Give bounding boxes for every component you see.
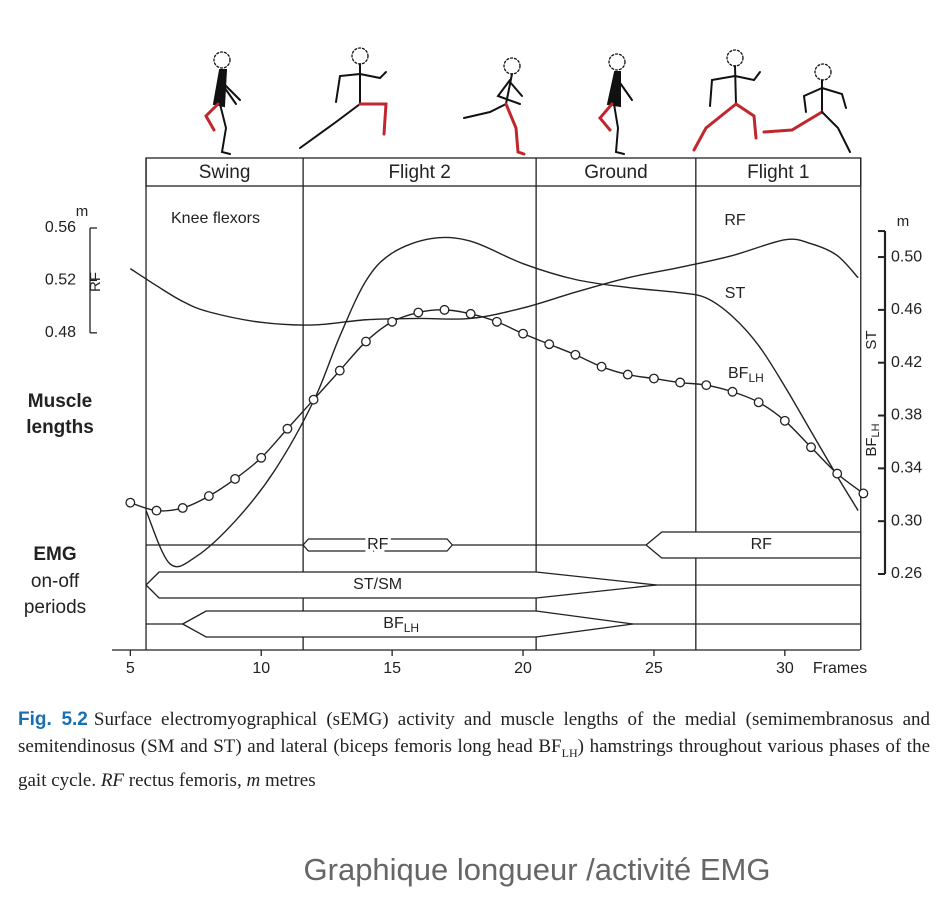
series-marker [308, 394, 319, 405]
series-marker [806, 442, 816, 453]
footer: Graphique longueur /activité EMG [303, 852, 771, 887]
series-marker [570, 349, 581, 360]
caption-italic: RF [100, 769, 125, 791]
emg-label-text: ST/SM [353, 576, 402, 593]
series-marker [361, 336, 371, 347]
emg-label-text: RF [751, 536, 773, 553]
section-label: EMG [33, 544, 76, 565]
series-marker [858, 488, 869, 499]
caption-text: ) hamstrings throughout various phases o… [18, 736, 930, 791]
y2-axis-label: ST [863, 330, 880, 349]
caption-text: rectus femoris, [124, 769, 247, 791]
y-tick-label: 0.48 [45, 324, 76, 341]
series-marker [832, 468, 843, 479]
series-marker [622, 369, 633, 380]
x-tick-label: 30 [776, 660, 794, 677]
emg-period [182, 610, 634, 638]
annotation: Knee flexors [171, 210, 260, 227]
series-line [130, 309, 864, 512]
series-marker [779, 415, 790, 426]
phase-label: Swing [199, 162, 251, 183]
emg-label: ST/SM [353, 576, 402, 593]
label-text: BF [728, 365, 749, 382]
series-marker [596, 361, 607, 372]
series-marker [727, 386, 738, 397]
caption: Fig. 5.2 Surface electromyographical (sEM… [18, 706, 930, 794]
y2-unit: m [897, 213, 910, 230]
series-label: RF [724, 212, 746, 229]
y2-tick-label: 0.34 [891, 460, 922, 477]
phase-label: Flight 2 [388, 162, 450, 183]
series-marker [203, 491, 214, 502]
stick-figures [204, 47, 851, 156]
series-marker [125, 497, 136, 508]
y2-axis-label: BFLH [863, 423, 882, 456]
series-marker [648, 373, 659, 384]
label-sub: LH [748, 371, 763, 385]
section-label: on-off [31, 571, 80, 592]
y-tick-label: 0.52 [45, 272, 76, 289]
series-label: ST [725, 285, 746, 302]
section-label: periods [24, 597, 86, 618]
series-marker [177, 503, 188, 513]
y-tick-label: 0.56 [45, 219, 76, 236]
y2-tick-label: 0.38 [891, 407, 922, 424]
section-label: Muscle [28, 391, 92, 412]
emg-period [145, 571, 658, 599]
phase-label: Ground [584, 162, 647, 183]
y2-tick-label: 0.46 [891, 301, 922, 318]
x-axis-label: Frames [813, 660, 867, 677]
emg-label: BFLH [383, 615, 419, 635]
series-line [129, 238, 859, 326]
phase-label: Flight 1 [747, 162, 809, 183]
y-axis-label: RF [87, 272, 104, 292]
caption-label: Fig. 5.2 [18, 709, 88, 730]
series-line [145, 236, 859, 568]
series-marker [675, 377, 686, 388]
series-marker [334, 365, 345, 376]
series-marker [387, 316, 398, 327]
emg-period [302, 538, 453, 552]
y-unit: m [76, 203, 89, 220]
emg-label: RF [751, 536, 773, 553]
series-marker [282, 423, 293, 434]
x-tick-label: 15 [383, 660, 401, 677]
emg-label: RF [367, 536, 389, 553]
emg-label-sub: LH [404, 621, 419, 635]
caption-italic: m [246, 769, 261, 791]
series-marker [544, 339, 555, 350]
series-marker [256, 452, 267, 463]
series-marker [439, 304, 450, 315]
series-marker [701, 380, 712, 391]
x-tick-label: 5 [126, 660, 135, 677]
series-marker [413, 307, 424, 318]
y2-tick-label: 0.50 [891, 248, 922, 265]
series-label: BFLH [728, 365, 764, 385]
y2-tick-label: 0.30 [891, 512, 922, 529]
series-marker [151, 505, 162, 516]
emg-period [645, 531, 862, 559]
emg-label-text: RF [367, 536, 389, 553]
section-label: lengths [26, 417, 94, 438]
x-tick-label: 10 [252, 660, 270, 677]
label-sub: LH [870, 423, 882, 437]
caption-sub: LH [561, 745, 578, 760]
caption-text: Surface electromyographical (sEMG) activ… [18, 709, 931, 757]
label-text: BF [863, 437, 880, 456]
series-marker [491, 316, 502, 327]
y2-tick-label: 0.42 [891, 354, 922, 371]
caption-text: metres [260, 769, 316, 791]
series-marker [230, 473, 240, 484]
y2-tick-label: 0.26 [891, 565, 922, 582]
x-tick-label: 20 [514, 660, 532, 677]
series-marker [518, 328, 528, 339]
emg-label-text: BF [383, 615, 404, 632]
series-marker [753, 397, 764, 408]
chart: Knee flexors Muscle lengths EMG on-off p… [24, 47, 922, 677]
series-marker [465, 308, 476, 319]
x-tick-label: 25 [645, 660, 663, 677]
